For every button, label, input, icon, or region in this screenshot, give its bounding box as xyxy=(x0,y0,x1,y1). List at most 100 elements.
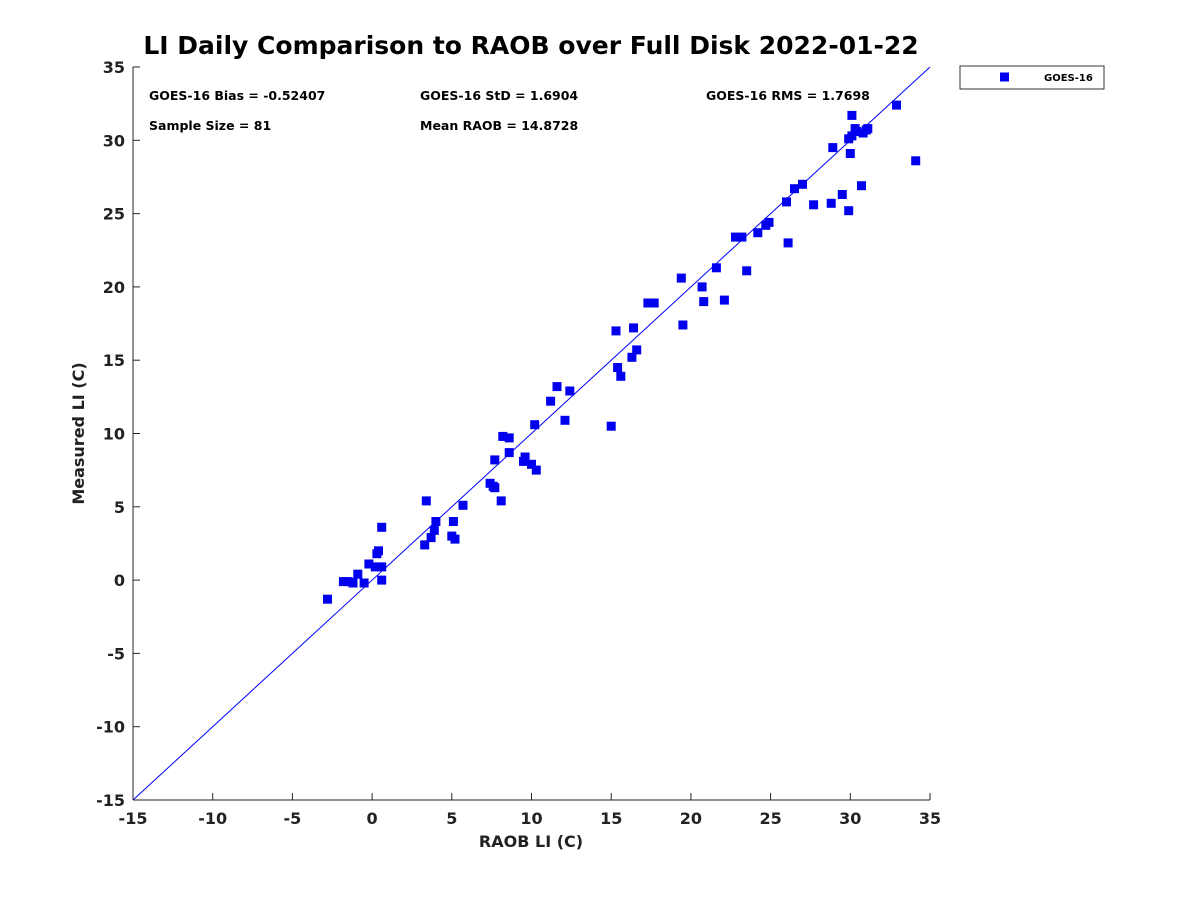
data-point xyxy=(426,533,436,543)
data-point xyxy=(504,433,514,443)
data-point xyxy=(742,266,752,276)
y-tick-label: 0 xyxy=(114,571,125,590)
legend-box xyxy=(959,65,1105,90)
data-point xyxy=(857,181,866,191)
x-tick-label: 0 xyxy=(367,809,378,828)
data-point xyxy=(421,496,431,506)
data-point xyxy=(764,217,774,227)
y-tick-label: -10 xyxy=(96,718,125,737)
data-point xyxy=(678,320,688,330)
data-point xyxy=(343,577,353,587)
x-tick-label: -5 xyxy=(284,809,302,828)
data-point xyxy=(348,578,358,588)
data-point xyxy=(616,371,626,381)
data-point xyxy=(531,465,541,475)
data-point xyxy=(359,578,369,588)
data-point xyxy=(782,197,791,207)
data-point xyxy=(490,483,500,493)
y-axis-label: Measured LI (C) xyxy=(69,362,88,504)
data-point xyxy=(520,452,530,462)
data-point xyxy=(565,386,575,396)
data-point xyxy=(613,363,623,372)
stats-annotations: GOES-16 Bias = -0.52407 GOES-16 StD = 1.… xyxy=(149,88,870,133)
data-point xyxy=(845,149,855,158)
y-tick-labels: -15 -10 -5 0 5 10 15 20 25 30 35 xyxy=(96,58,125,810)
y-tick-label: 10 xyxy=(103,425,125,444)
data-point xyxy=(911,156,921,166)
legend-marker-icon xyxy=(1000,72,1009,82)
data-point xyxy=(627,352,637,362)
data-point xyxy=(458,500,468,510)
data-point xyxy=(783,238,793,248)
x-tick-label: 5 xyxy=(446,809,457,828)
data-point xyxy=(863,124,873,134)
x-tick-label: -10 xyxy=(198,809,227,828)
data-point xyxy=(632,345,642,355)
stat-std: GOES-16 StD = 1.6904 xyxy=(420,88,578,103)
y-tick-label: 20 xyxy=(103,278,125,297)
data-point xyxy=(498,431,508,441)
data-point xyxy=(546,396,556,406)
y-tick-label: 35 xyxy=(103,58,125,77)
data-point xyxy=(527,459,536,469)
stat-mean-raob: Mean RAOB = 14.8728 xyxy=(420,118,578,133)
y-tick-label: 30 xyxy=(103,131,125,150)
stat-sample-size: Sample Size = 81 xyxy=(149,118,271,133)
x-tick-label: -15 xyxy=(119,809,148,828)
data-point xyxy=(852,127,862,136)
y-tick-label: 5 xyxy=(114,498,125,517)
data-point xyxy=(731,232,740,242)
data-point xyxy=(737,232,747,242)
data-point xyxy=(711,263,721,273)
data-point xyxy=(844,206,854,216)
data-point xyxy=(643,298,653,308)
data-point xyxy=(496,496,506,506)
x-tick-label: 20 xyxy=(680,809,702,828)
data-point xyxy=(420,540,430,550)
plot-area xyxy=(132,66,931,801)
data-point xyxy=(429,525,439,535)
data-point xyxy=(504,448,514,458)
data-point xyxy=(892,100,901,110)
data-point xyxy=(606,421,616,431)
data-point xyxy=(353,569,363,579)
data-point xyxy=(699,297,709,307)
data-point xyxy=(676,273,686,283)
y-tick-label: 25 xyxy=(103,205,125,224)
data-point xyxy=(374,546,383,556)
stat-bias: GOES-16 Bias = -0.52407 xyxy=(149,88,325,103)
data-point xyxy=(448,517,458,526)
data-points xyxy=(323,100,921,604)
stat-rms: GOES-16 RMS = 1.7698 xyxy=(706,88,870,103)
x-tick-label: 30 xyxy=(839,809,861,828)
x-tick-label: 15 xyxy=(600,809,622,828)
data-point xyxy=(552,382,562,392)
data-point xyxy=(847,110,857,120)
data-point xyxy=(629,323,638,333)
x-tick-labels: -15 -10 -5 0 5 10 15 20 25 30 35 xyxy=(119,809,942,828)
data-point xyxy=(649,298,659,308)
data-point xyxy=(370,562,380,572)
data-point xyxy=(377,575,387,585)
data-point xyxy=(530,420,540,430)
data-point xyxy=(697,282,707,292)
legend-entry-goes16: GOES-16 xyxy=(1044,73,1093,84)
data-point xyxy=(560,415,570,425)
chart-title: LI Daily Comparison to RAOB over Full Di… xyxy=(143,31,918,60)
y-tick-label: -5 xyxy=(107,644,125,663)
y-tick-label: 15 xyxy=(103,351,125,370)
data-point xyxy=(828,143,838,153)
y-tick-label: -15 xyxy=(96,791,125,810)
axes xyxy=(132,66,931,801)
data-point xyxy=(431,517,441,526)
x-tick-label: 25 xyxy=(759,809,781,828)
data-point xyxy=(377,562,387,572)
x-axis-label: RAOB LI (C) xyxy=(479,832,583,851)
data-point xyxy=(611,326,621,336)
data-point xyxy=(377,522,387,532)
x-tick-label: 35 xyxy=(919,809,941,828)
data-point xyxy=(450,534,460,544)
legend: GOES-16 xyxy=(959,65,1105,90)
data-point xyxy=(490,455,500,465)
